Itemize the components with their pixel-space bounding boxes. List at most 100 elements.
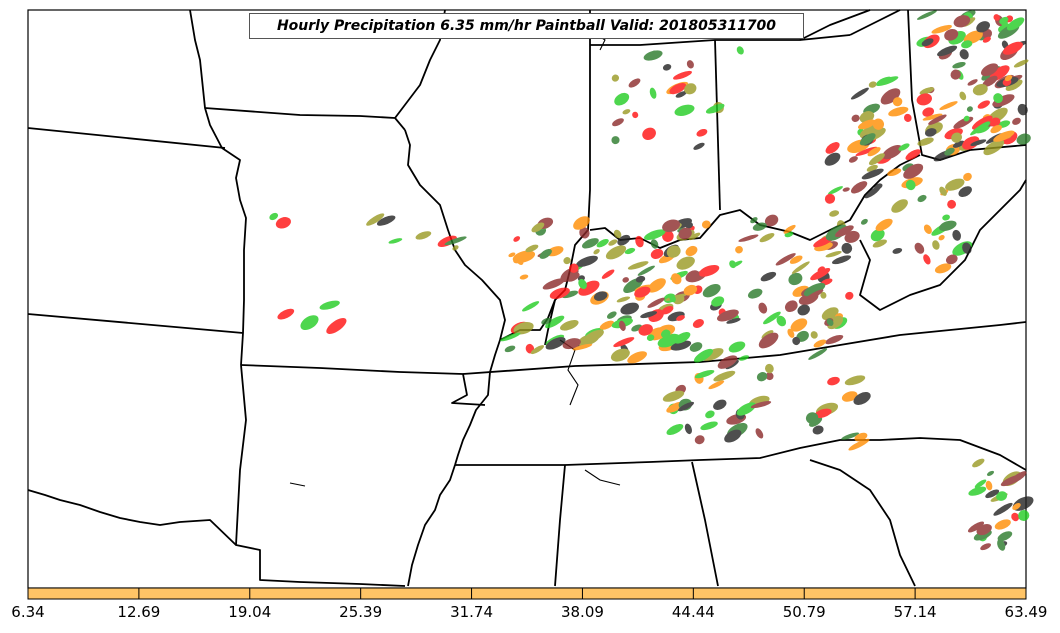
precip-blob [765,363,774,374]
precip-blob [701,220,711,229]
precip-blob [932,240,940,250]
precip-blob [1006,17,1025,31]
precip-blob [269,212,279,221]
precip-blob [578,280,600,296]
precip-blob [855,146,878,157]
precip-blob [601,269,615,279]
precip-blob [808,348,828,360]
precip-blob [1000,474,1023,487]
precip-blob [784,300,798,313]
precip-blob [1012,117,1021,125]
precip-blob [545,337,566,350]
precip-blob [729,260,737,269]
precip-blob [608,239,618,246]
precip-blob [677,401,695,412]
precip-blob [958,186,972,198]
precip-blob [685,245,698,257]
precip-blob [1018,510,1030,521]
precip-blob [698,264,720,277]
precip-blob [319,300,340,310]
precip-blob [711,296,725,307]
precip-blob [919,87,935,95]
precip-blob [617,234,631,246]
precip-blob [888,106,909,117]
precip-blob [983,139,1005,156]
precip-blob [605,245,627,260]
precip-blob [945,254,958,265]
precip-blob [692,319,704,328]
precip-blob [993,502,1013,516]
precip-blob [903,113,912,122]
precip-blob [1012,503,1021,510]
precip-blob [326,318,347,334]
precip-blob [787,328,795,338]
precip-blob [632,111,639,119]
precip-blob [882,144,903,160]
precip-blob [673,70,692,80]
precip-blob [669,82,687,95]
precip-blob [868,153,885,166]
precip-blob [750,401,772,409]
precip-blob [994,519,1011,530]
precip-blob [662,390,685,402]
precip-blob [921,38,934,47]
precip-blob [876,76,899,86]
precip-blob [573,216,590,230]
precip-blob [606,311,617,319]
precip-blob [951,132,962,143]
precip-blob [914,242,925,254]
precip-blob [980,543,991,551]
precip-blob [813,339,827,348]
colorbar-tick-label: 12.69 [117,603,161,621]
precip-blob [792,336,801,346]
precip-blob [892,247,903,254]
precip-blob [824,152,841,166]
precip-blob [938,235,945,241]
precip-blob [735,245,743,254]
precip-blob [676,315,685,321]
precip-blob [666,424,684,435]
precip-blob [708,380,725,390]
precip-blob [627,351,647,364]
precip-blob [966,106,973,112]
precip-blob [872,239,887,248]
precipitation-blobs [269,10,1034,551]
precip-blob [376,215,396,226]
precip-blob [944,28,959,41]
precip-blob [797,304,810,316]
precip-blob [857,119,876,130]
precip-blob [613,337,635,348]
precip-blob [650,248,664,259]
precip-blob [674,331,691,344]
precip-blob [662,230,674,242]
precip-blob [686,60,694,69]
precip-blob [671,273,682,285]
precip-blob [851,114,860,122]
precip-blob [971,115,993,130]
precip-blob [713,399,727,410]
precip-blob [892,97,903,107]
precip-blob [736,46,744,55]
precip-blob [689,342,703,352]
precip-blob [962,242,972,254]
precip-blob [694,435,705,445]
precip-blob [513,321,534,335]
precip-blob [515,255,524,265]
colorbar-tick-label: 50.79 [782,603,826,621]
precip-blob [560,320,579,331]
precip-blob [775,253,796,266]
precip-blob [831,255,852,265]
precip-blob [996,491,1008,501]
precip-blob [756,372,768,382]
precip-blob [1013,59,1029,68]
map-frame [27,9,1027,589]
precip-blob [610,348,630,362]
precip-blob [989,117,1001,127]
precip-blob [724,429,742,443]
precip-blob [596,239,609,248]
precip-blob [616,296,631,303]
precip-blob [624,247,636,255]
precip-blob [803,282,826,297]
precip-blob [1002,41,1023,55]
precip-blob [572,343,593,351]
